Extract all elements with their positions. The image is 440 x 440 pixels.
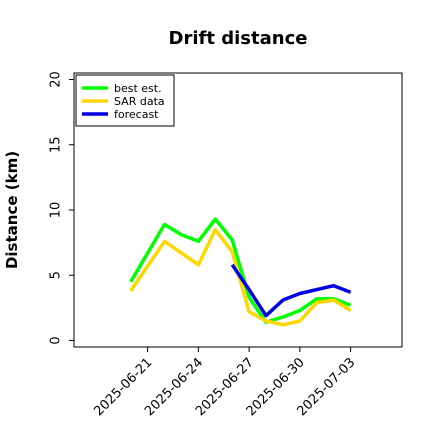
y-axis-label: Distance (km) [3, 151, 21, 269]
chart-title: Drift distance [169, 28, 308, 49]
y-tick-label: 10 [49, 202, 64, 219]
y-tick-label: 20 [49, 71, 64, 88]
series-line-best-est- [129, 217, 352, 324]
series-line-sar-data [129, 227, 352, 327]
series-line-forecast [230, 263, 352, 318]
y-tick-label: 0 [49, 336, 64, 344]
y-tick-label: 5 [49, 271, 64, 279]
legend-entry: best est. [114, 82, 162, 95]
legend-box [75, 74, 175, 127]
y-tick-label: 15 [49, 136, 64, 153]
plot-area [129, 217, 352, 327]
legend-entry: SAR data [114, 95, 165, 108]
legend-entry: forecast [114, 108, 159, 121]
